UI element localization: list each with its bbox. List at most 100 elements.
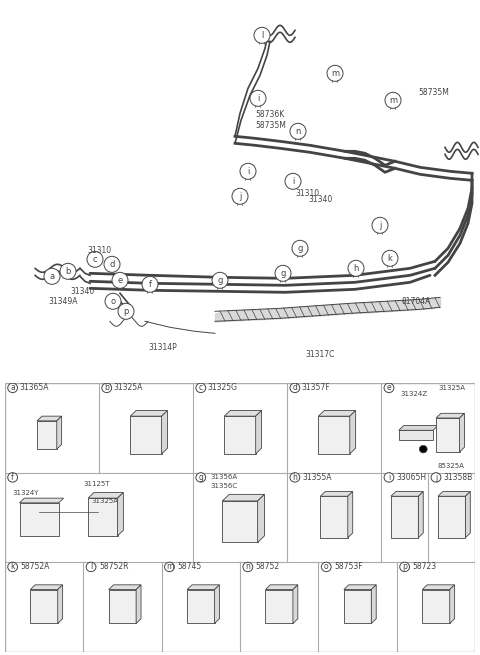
- Circle shape: [372, 217, 388, 233]
- Circle shape: [290, 123, 306, 140]
- Polygon shape: [224, 411, 262, 416]
- Text: b: b: [104, 383, 109, 392]
- Text: 58736K: 58736K: [255, 110, 284, 119]
- Polygon shape: [130, 411, 168, 416]
- Polygon shape: [320, 491, 353, 496]
- Polygon shape: [258, 495, 264, 542]
- Text: j: j: [435, 473, 437, 482]
- Polygon shape: [187, 590, 215, 624]
- Circle shape: [250, 90, 266, 106]
- Text: 31356C: 31356C: [211, 483, 238, 489]
- Polygon shape: [372, 585, 376, 624]
- Polygon shape: [293, 585, 298, 624]
- Polygon shape: [399, 426, 438, 430]
- Text: 31365A: 31365A: [20, 383, 49, 392]
- Text: p: p: [123, 307, 129, 316]
- Circle shape: [275, 265, 291, 281]
- Circle shape: [104, 256, 120, 272]
- Polygon shape: [30, 590, 58, 624]
- Circle shape: [142, 276, 158, 292]
- Polygon shape: [215, 585, 219, 624]
- Text: 31340: 31340: [308, 195, 332, 204]
- Polygon shape: [88, 493, 123, 498]
- Polygon shape: [265, 585, 298, 590]
- Text: 58752A: 58752A: [21, 563, 50, 571]
- Circle shape: [400, 562, 409, 572]
- Circle shape: [431, 473, 441, 482]
- Polygon shape: [450, 585, 455, 624]
- Polygon shape: [459, 413, 465, 452]
- Circle shape: [165, 562, 174, 572]
- Circle shape: [321, 562, 331, 572]
- Polygon shape: [348, 491, 353, 538]
- Text: 31349A: 31349A: [48, 297, 77, 307]
- Polygon shape: [57, 416, 61, 449]
- Polygon shape: [224, 416, 256, 454]
- Circle shape: [86, 562, 96, 572]
- Text: 31125T: 31125T: [83, 481, 110, 487]
- Text: 58723: 58723: [412, 563, 437, 571]
- Text: 58752R: 58752R: [99, 563, 128, 571]
- Text: 31356A: 31356A: [211, 474, 238, 480]
- Text: i: i: [388, 473, 390, 482]
- Circle shape: [8, 473, 18, 482]
- Text: l: l: [261, 31, 263, 40]
- Text: 31310: 31310: [87, 246, 111, 255]
- Polygon shape: [466, 491, 470, 538]
- Circle shape: [382, 250, 398, 267]
- Polygon shape: [399, 430, 433, 440]
- Text: i: i: [247, 167, 249, 176]
- Text: f: f: [11, 473, 14, 482]
- Text: 31355A: 31355A: [303, 473, 332, 482]
- Polygon shape: [108, 585, 141, 590]
- Circle shape: [232, 189, 248, 204]
- Circle shape: [384, 383, 394, 392]
- Polygon shape: [37, 421, 57, 449]
- Circle shape: [292, 240, 308, 256]
- Polygon shape: [436, 418, 459, 452]
- Text: 31325A: 31325A: [438, 385, 465, 391]
- Circle shape: [87, 252, 103, 267]
- Circle shape: [196, 383, 206, 392]
- Polygon shape: [30, 585, 62, 590]
- Polygon shape: [422, 585, 455, 590]
- Text: 58735M: 58735M: [255, 121, 286, 130]
- Text: 31324Z: 31324Z: [401, 392, 428, 398]
- Circle shape: [384, 473, 394, 482]
- Text: n: n: [295, 127, 300, 136]
- Text: d: d: [292, 383, 297, 392]
- Text: c: c: [199, 383, 203, 392]
- Polygon shape: [344, 590, 372, 624]
- Circle shape: [327, 66, 343, 81]
- Polygon shape: [320, 496, 348, 538]
- Text: h: h: [353, 264, 359, 273]
- Polygon shape: [422, 590, 450, 624]
- Text: 31324Y: 31324Y: [12, 491, 39, 496]
- Text: k: k: [11, 563, 15, 571]
- Polygon shape: [118, 493, 123, 536]
- Polygon shape: [391, 496, 419, 538]
- Text: 31325G: 31325G: [208, 383, 238, 392]
- Text: 31325A: 31325A: [91, 498, 118, 504]
- Text: m: m: [389, 96, 397, 105]
- Polygon shape: [136, 585, 141, 624]
- Text: 31325A: 31325A: [114, 383, 143, 392]
- Polygon shape: [318, 411, 356, 416]
- Circle shape: [348, 260, 364, 276]
- Circle shape: [44, 269, 60, 284]
- Text: 31317C: 31317C: [305, 350, 335, 360]
- Text: a: a: [10, 383, 15, 392]
- Polygon shape: [318, 416, 350, 454]
- Polygon shape: [436, 413, 465, 418]
- Text: p: p: [402, 563, 407, 571]
- Text: m: m: [331, 69, 339, 78]
- Circle shape: [290, 473, 300, 482]
- Text: i: i: [292, 177, 294, 186]
- Polygon shape: [58, 585, 62, 624]
- Polygon shape: [350, 411, 356, 454]
- Text: l: l: [90, 563, 92, 571]
- Text: 85325A: 85325A: [438, 463, 465, 469]
- Polygon shape: [88, 498, 118, 536]
- Polygon shape: [438, 496, 466, 538]
- Text: 58753F: 58753F: [334, 563, 363, 571]
